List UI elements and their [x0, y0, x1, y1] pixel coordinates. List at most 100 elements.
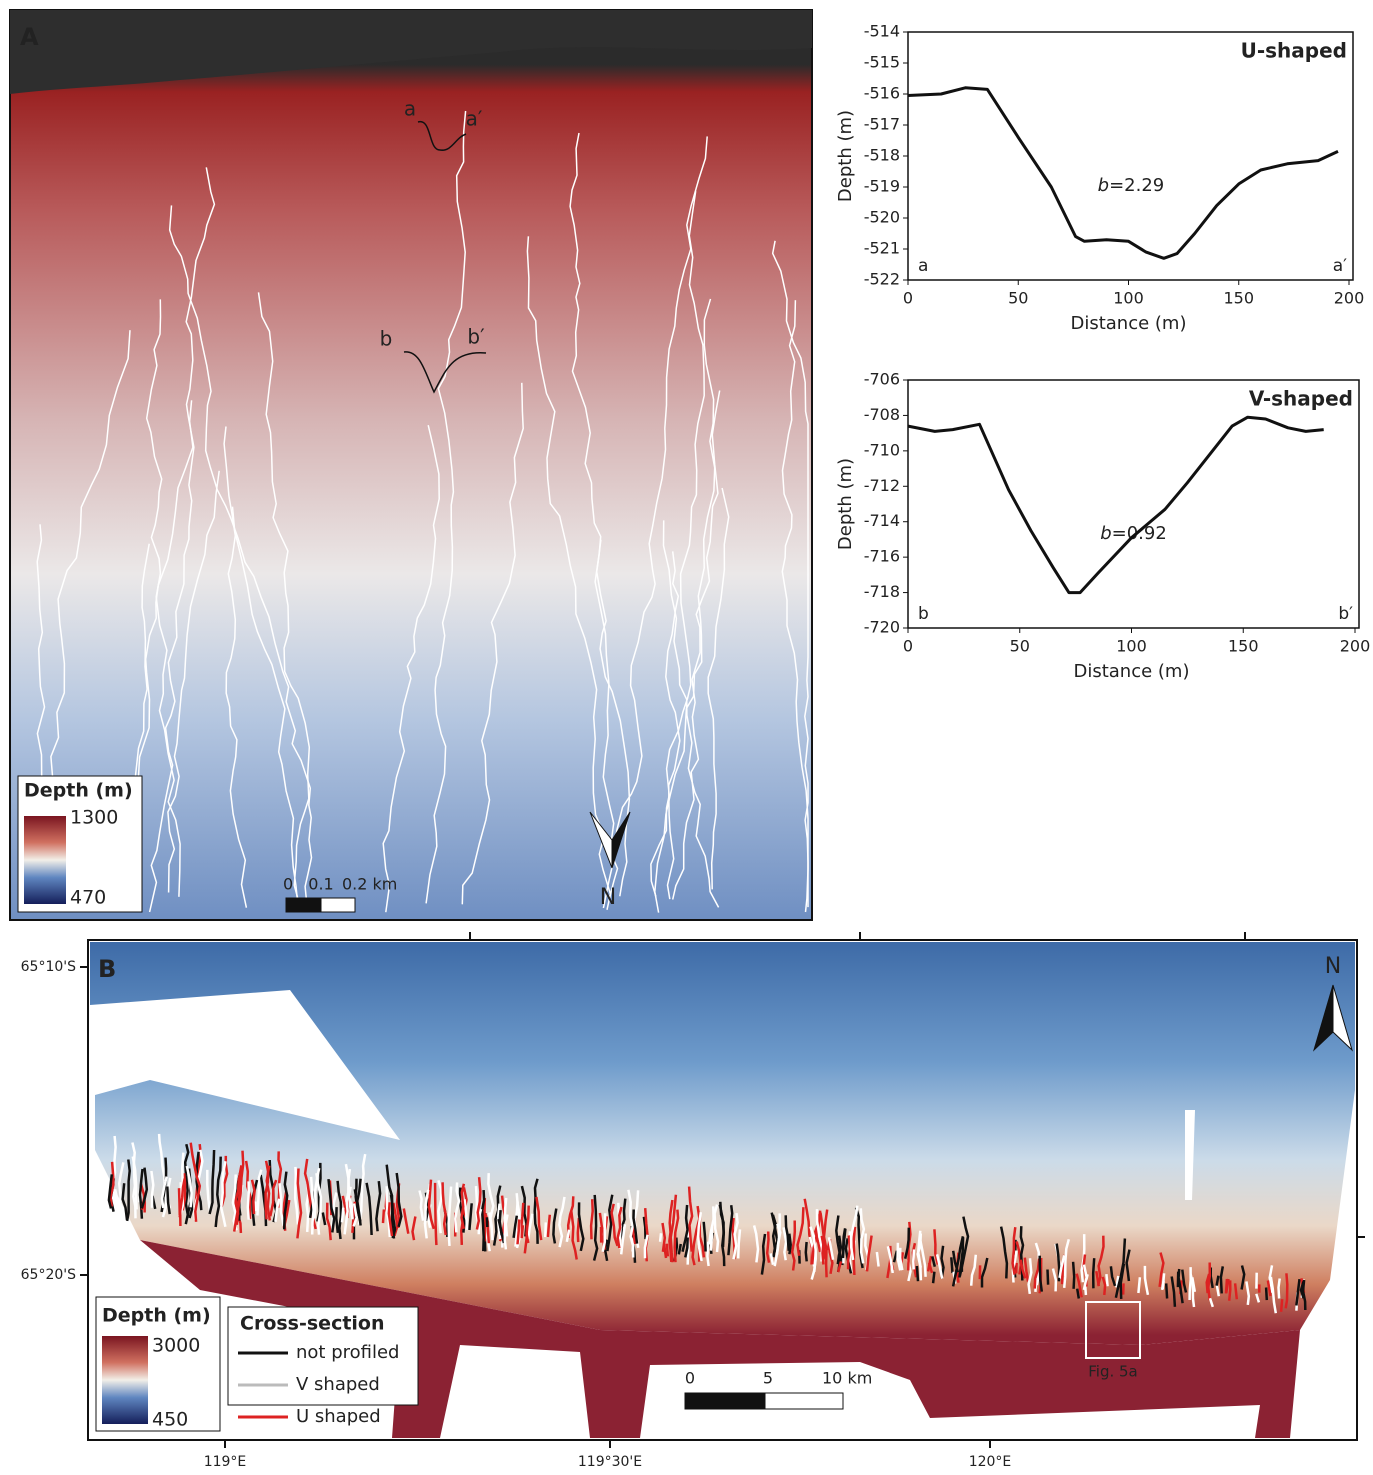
scale-bar-white: [765, 1393, 843, 1409]
gully: [1235, 1283, 1237, 1299]
legend-max: 1300: [70, 807, 118, 829]
y-tick-label: -521: [864, 239, 900, 258]
x-tick-label: 150: [1228, 637, 1259, 656]
gully: [1279, 1279, 1280, 1299]
scale-label: 0: [685, 1369, 695, 1388]
gully: [435, 1183, 436, 1245]
y-tick-label: -518: [864, 146, 900, 165]
legend-min: 470: [70, 887, 106, 909]
y-tick-label: -718: [864, 582, 900, 601]
profile-label: a′: [466, 107, 483, 131]
x-axis-title: Distance (m): [1073, 661, 1189, 682]
gully: [1208, 1263, 1210, 1301]
gully: [1190, 1267, 1191, 1300]
gully: [1166, 1283, 1167, 1298]
gully: [545, 1222, 546, 1237]
map-b: Fig. 5aB65°10'S65°20'S119°E119°30'E120°E…: [21, 932, 1365, 1470]
gully: [342, 1208, 343, 1223]
x-tick-label: 200: [1340, 637, 1371, 656]
gully: [1093, 1258, 1094, 1288]
gully: [151, 1171, 153, 1208]
annotation-value: =0.92: [1112, 523, 1167, 544]
gully: [1163, 1273, 1164, 1289]
gully: [1073, 1262, 1074, 1289]
profile-label: b: [380, 327, 393, 351]
gully: [1286, 1273, 1288, 1308]
gully: [1217, 1276, 1219, 1286]
gully: [707, 1242, 708, 1266]
y-axis-title: Depth (m): [835, 110, 856, 202]
scale-label: 0.2 km: [342, 875, 397, 894]
lat-label: 65°20'S: [21, 1267, 76, 1283]
gully: [767, 1232, 769, 1263]
y-tick-label: -712: [864, 476, 900, 495]
x-tick-label: 0: [903, 289, 913, 308]
gully: [806, 1242, 807, 1261]
y-tick-label: -520: [864, 208, 900, 227]
profile-curve: [908, 88, 1338, 258]
x-tick-label: 100: [1113, 289, 1144, 308]
lat-label: 65°10'S: [21, 959, 76, 975]
profile-label: a: [404, 97, 416, 121]
plot-frame: [908, 380, 1359, 628]
scale-bar-black: [286, 898, 321, 912]
x-tick-label: 100: [1116, 637, 1147, 656]
gully: [854, 1227, 855, 1275]
gully: [591, 1199, 593, 1239]
legend-label: not profiled: [296, 1342, 399, 1363]
corner-label: a′: [1333, 256, 1347, 276]
gully: [877, 1252, 879, 1267]
box-label: Fig. 5a: [1088, 1363, 1138, 1381]
legend-title: Cross-section: [240, 1313, 385, 1335]
gully: [1077, 1289, 1079, 1299]
scale-label: 0.1: [308, 875, 333, 894]
gully: [1266, 1288, 1267, 1301]
gully: [578, 1218, 579, 1242]
gully: [933, 1272, 934, 1284]
legend-label: U shaped: [296, 1406, 381, 1427]
legend-min: 450: [152, 1409, 188, 1431]
annotation-var: b: [1098, 175, 1109, 196]
y-tick-label: -720: [864, 618, 900, 637]
x-tick-label: 150: [1223, 289, 1254, 308]
gully: [913, 1249, 914, 1269]
gully: [1229, 1280, 1230, 1300]
gully: [1281, 1299, 1282, 1312]
gully: [383, 1209, 384, 1223]
x-axis-title: Distance (m): [1070, 313, 1186, 334]
gully: [1048, 1270, 1049, 1285]
lon-label: 119°30'E: [578, 1454, 642, 1470]
y-tick-label: -514: [864, 22, 900, 41]
y-tick-label: -706: [864, 370, 900, 389]
gully: [917, 1266, 918, 1281]
gully: [115, 1189, 117, 1197]
gully: [1138, 1277, 1140, 1293]
corner-label: a: [918, 256, 928, 276]
panel-label: A: [20, 23, 39, 51]
y-axis-title: Depth (m): [835, 458, 856, 550]
scale-label: 5: [763, 1369, 773, 1388]
scale-label: 10 km: [822, 1369, 872, 1388]
y-tick-label: -516: [864, 84, 900, 103]
scale-label: 0: [283, 875, 293, 894]
gully: [336, 1207, 338, 1233]
corner-label: b′: [1338, 604, 1353, 624]
north-label: N: [600, 885, 616, 910]
gully: [248, 1181, 249, 1219]
profile-curve: [908, 417, 1324, 592]
chart-title: V-shaped: [1249, 387, 1353, 411]
y-tick-label: -517: [864, 115, 900, 134]
panel-label: B: [98, 955, 116, 983]
gully: [522, 1225, 523, 1238]
corner-label: b: [918, 604, 929, 624]
color-bar: [102, 1336, 148, 1424]
annotation: b=2.29: [1098, 175, 1165, 196]
x-tick-label: 50: [1008, 289, 1028, 308]
gully: [951, 1257, 952, 1273]
annotation-var: b: [1100, 523, 1111, 544]
y-tick-label: -716: [864, 547, 900, 566]
scale-bar-white: [321, 898, 355, 912]
y-tick-label: -714: [864, 511, 900, 530]
legend-max: 3000: [152, 1335, 200, 1357]
gully: [789, 1234, 790, 1255]
